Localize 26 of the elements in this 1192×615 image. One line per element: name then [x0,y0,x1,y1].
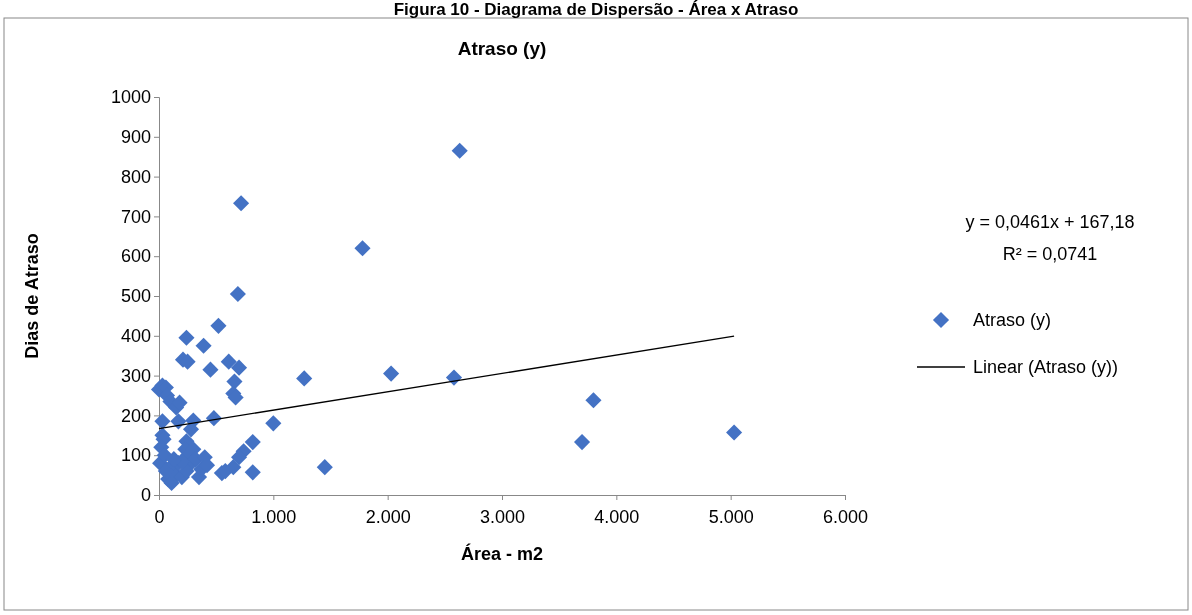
x-tick-label: 5.000 [708,506,754,527]
x-tick-label: 6.000 [822,506,869,527]
chart-title: Atraso (y) [457,38,547,59]
x-tick-label: 0 [154,506,165,527]
text: y = 0,0461x + 167,18 [965,212,1135,232]
x-axis-title: Área - m2 [460,543,544,564]
legend-label: Atraso (y) [973,310,1052,330]
y-tick-label: 600 [120,246,151,267]
legend-label: Linear (Atraso (y)) [973,357,1119,377]
y-axis-title: Dias de Atraso [22,233,42,359]
y-tick-label: 0 [140,485,151,506]
y-tick-label: 200 [120,405,151,426]
x-tick-label: 2.000 [365,506,411,527]
y-tick-label: 500 [120,286,151,307]
text: R² = 0,0741 [1002,244,1098,264]
text: Figura 10 - Diagrama de Dispersão - Área x Atraso [393,0,799,19]
y-tick-label: 100 [120,445,151,466]
x-tick-label: 3.000 [479,506,526,527]
y-tick-label: 1000 [110,87,151,108]
x-tick-label: 1.000 [251,506,297,527]
y-tick-label: 300 [120,365,151,386]
y-tick-label: 900 [120,127,151,148]
y-tick-label: 800 [120,166,151,187]
y-tick-label: 400 [120,326,151,347]
y-tick-label: 700 [120,206,151,227]
x-tick-label: 4.000 [594,506,640,527]
